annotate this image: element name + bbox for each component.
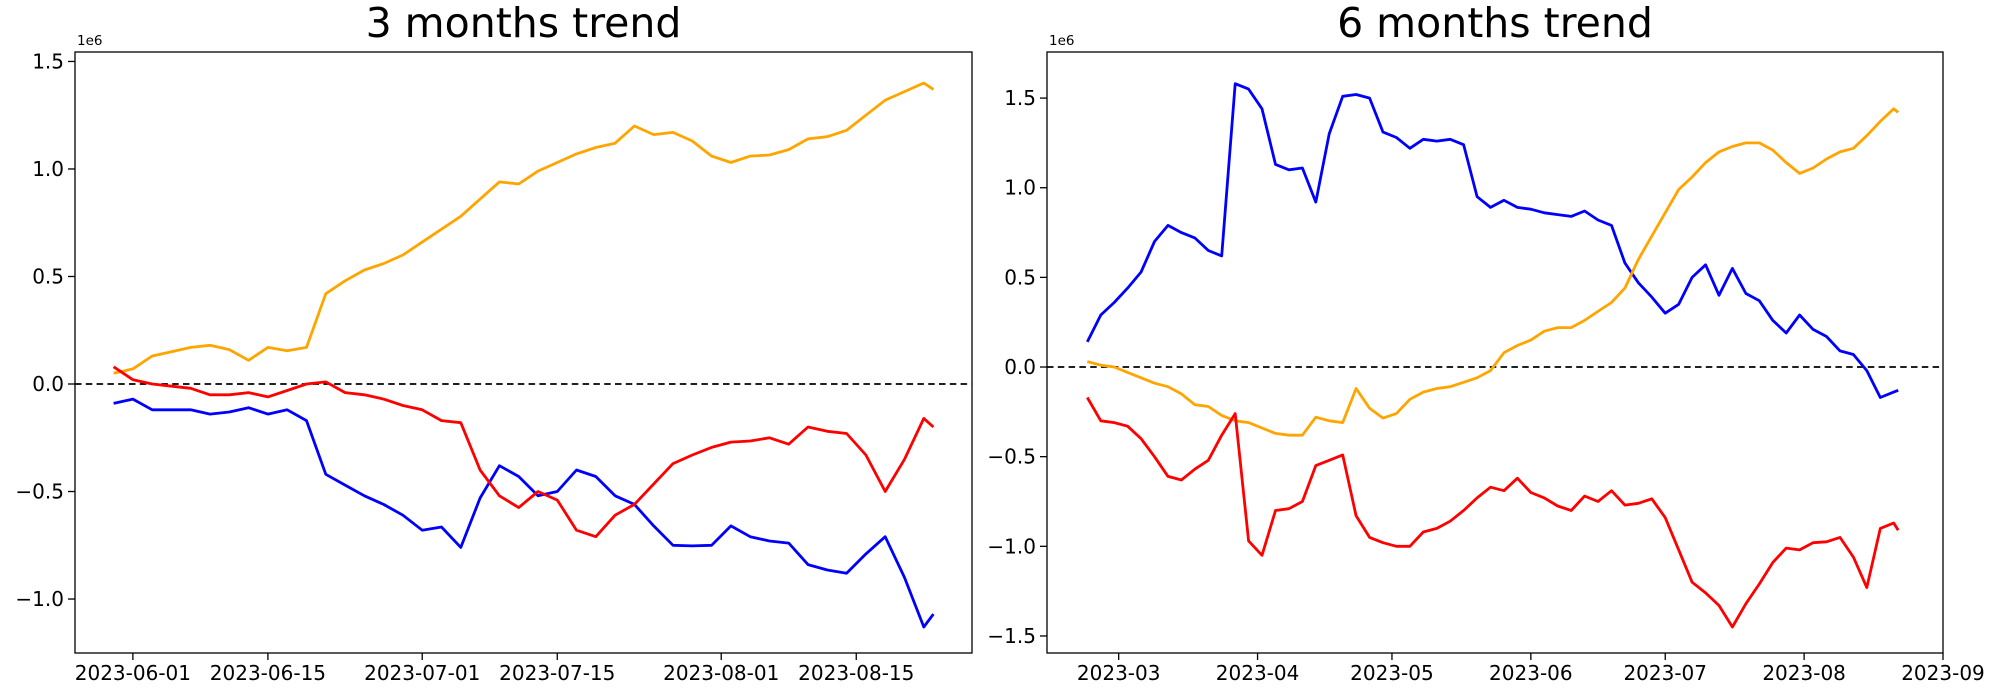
series-orange-line: [113, 81, 935, 375]
y-axis-tick-label: 1.0: [32, 157, 64, 181]
y-axis-tick-label: −1.0: [987, 534, 1036, 558]
y-axis-tick-label: 0.0: [1004, 355, 1036, 379]
y-axis-tick-label: −0.5: [15, 480, 64, 504]
series-orange-line: [1086, 107, 1900, 437]
chart-title-3-months-trend: 3 months trend: [365, 0, 682, 47]
x-axis-tick-label: 2023-08: [1762, 661, 1846, 685]
chart-title-6-months-trend: 6 months trend: [1337, 0, 1653, 47]
y-axis-tick-label: 1.5: [32, 49, 64, 73]
x-axis-tick-label: 2023-06: [1489, 661, 1573, 685]
y-axis-tick-label: −1.0: [15, 587, 64, 611]
y-axis-tick-label: 1.5: [1004, 86, 1036, 110]
x-axis-tick-label: 2023-04: [1216, 661, 1300, 685]
x-axis-tick-label: 2023-03: [1077, 661, 1161, 685]
y-axis-offset-label: 1e6: [77, 33, 102, 49]
chart-2-6-months-trend: 1.5 1.0 0.5 0.0 −0.5 −1.0 −1.5 2023-03 2023-04 20…: [987, 33, 1984, 685]
axes-box: [1046, 51, 1944, 654]
series-blue-line: [113, 397, 935, 629]
y-axis-tick-label: 0.5: [1004, 265, 1036, 289]
series-blue-line: [1086, 82, 1899, 399]
x-axis-tick-label: 2023-05: [1350, 661, 1434, 685]
x-axis-tick-label: 2023-08-15: [798, 661, 914, 685]
x-axis-tick-label: 2023-09: [1901, 661, 1985, 685]
x-axis-tick-label: 2023-08-01: [663, 661, 779, 685]
y-axis-tick-label: 0.5: [32, 264, 64, 288]
y-axis-tick-label: 1.0: [1004, 176, 1036, 200]
x-axis-tick-label: 2023-06-01: [75, 661, 191, 685]
y-axis-tick-label: −0.5: [987, 445, 1036, 469]
axes-box: [74, 51, 973, 654]
y-axis-tick-label: 0.0: [32, 372, 64, 396]
x-axis-tick-label: 2023-06-15: [210, 661, 326, 685]
x-axis-tick-label: 2023-07-01: [364, 661, 480, 685]
series-red-line: [1086, 396, 1900, 629]
y-axis-offset-label: 1e6: [1049, 33, 1074, 49]
y-axis-tick-label: −1.5: [987, 624, 1036, 648]
x-axis-tick-label: 2023-07-15: [499, 661, 615, 685]
x-axis-tick-label: 2023-07: [1623, 661, 1707, 685]
chart-1-3-months-trend: 1.5 1.0 0.5 0.0 −0.5 −1.0 2023-06-01 2023-06-15…: [15, 33, 973, 685]
series-red-line: [112, 365, 935, 539]
